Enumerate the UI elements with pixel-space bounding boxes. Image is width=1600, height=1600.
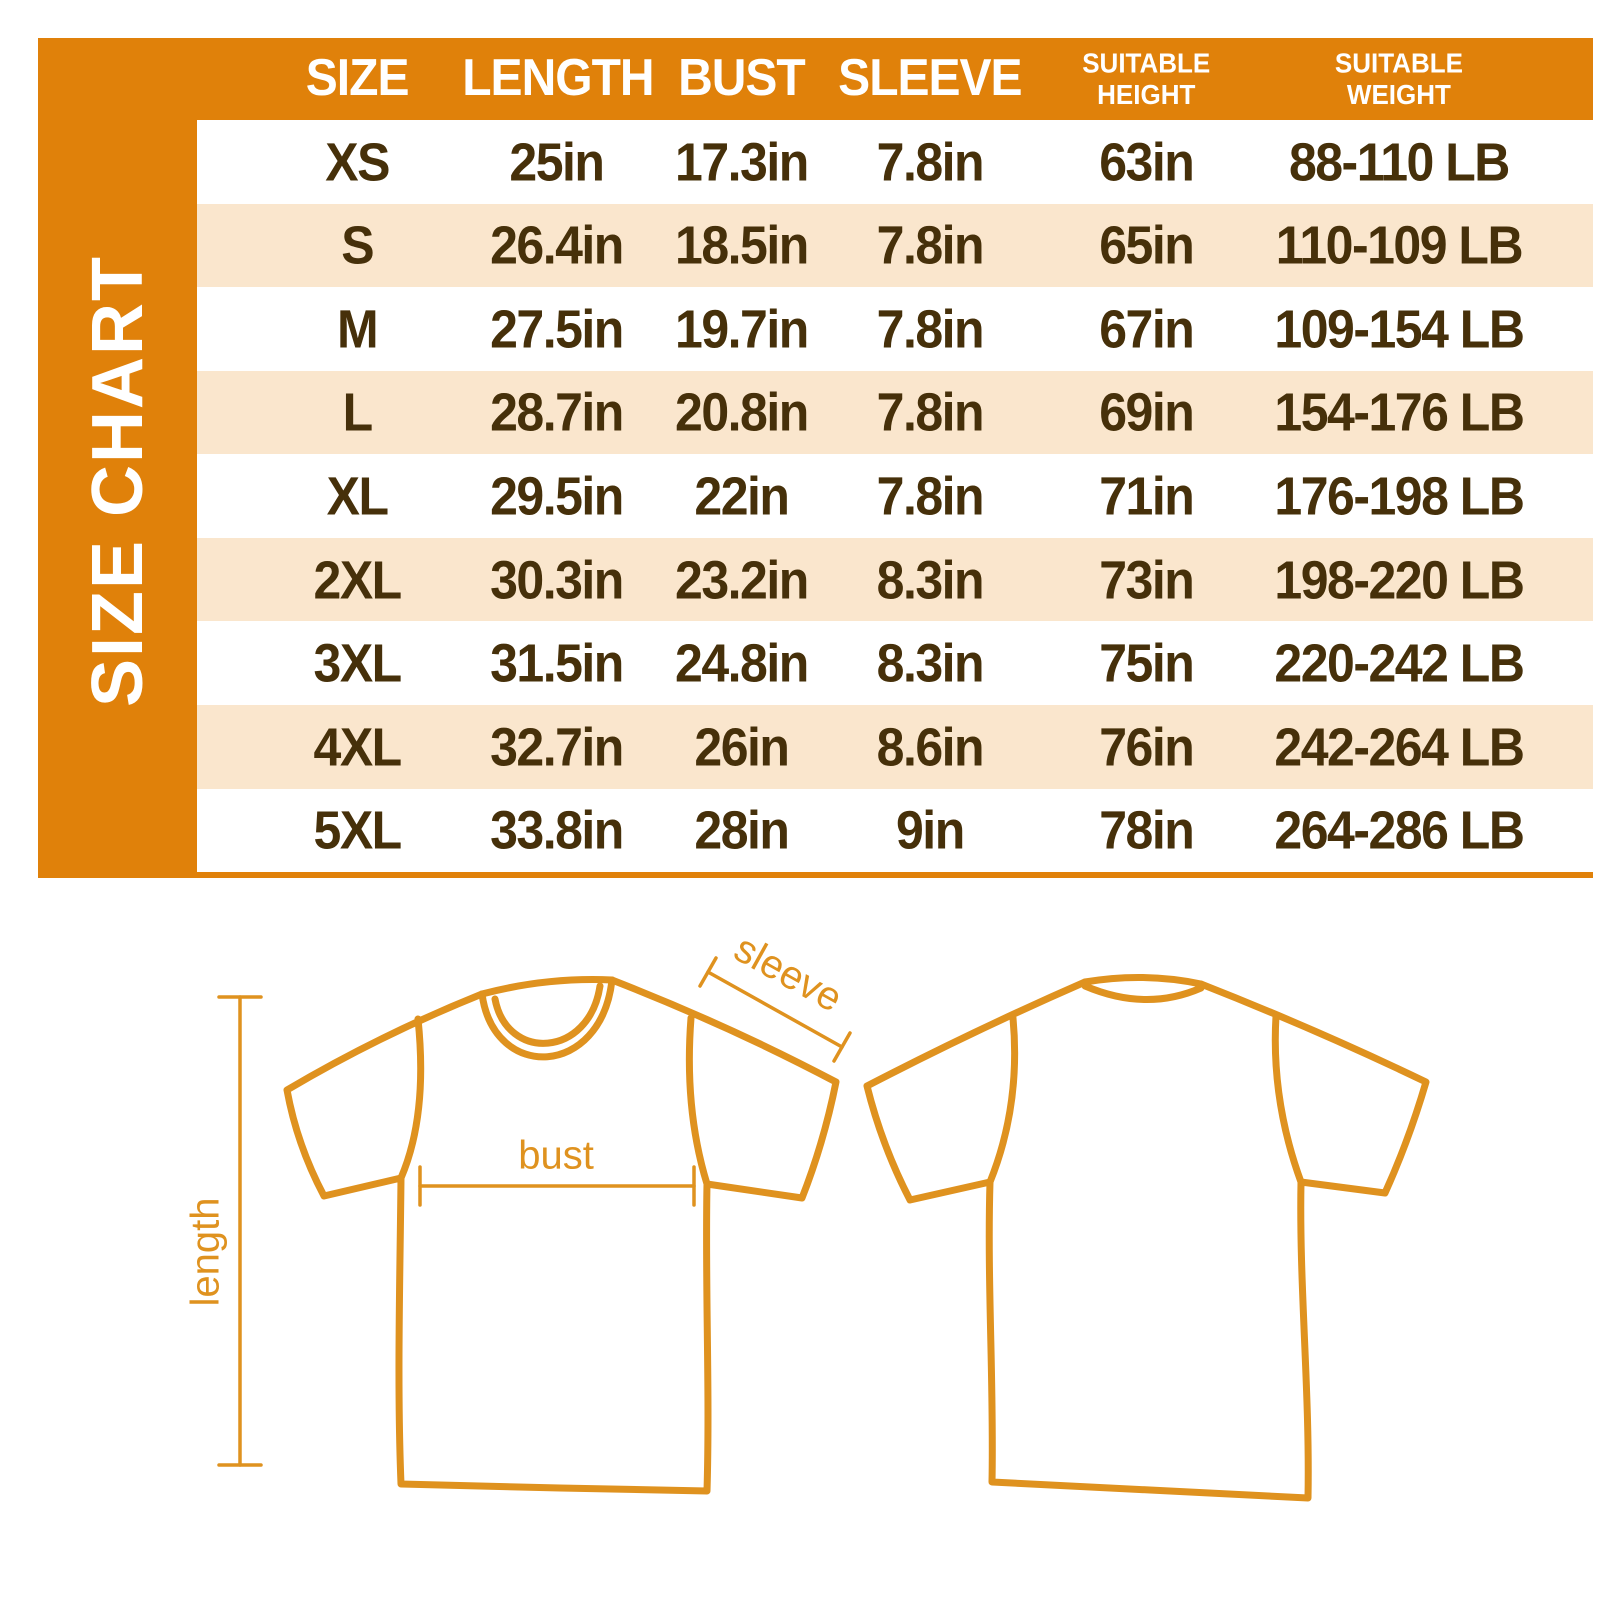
- col-header-size: SIZE: [305, 49, 410, 108]
- side-title-band: SIZE CHART: [38, 38, 197, 878]
- size-chart-title: SIZE CHART: [77, 255, 158, 707]
- col-header-sleeve: SLEEVE: [838, 49, 1022, 108]
- cell-suitable-weight: 176-198 LB: [1274, 465, 1525, 527]
- cell-size: 2XL: [313, 549, 403, 610]
- cell-length: 32.7in: [490, 716, 624, 777]
- cell-size: L: [342, 382, 374, 443]
- cell-size: S: [341, 215, 374, 276]
- cell-suitable-weight: 88-110 LB: [1288, 131, 1510, 193]
- bust-measure-line: [418, 1165, 696, 1207]
- cell-bust: 17.3in: [675, 131, 809, 193]
- table-row: 3XL 31.5in 24.8in 8.3in 75in 220-242 LB: [197, 621, 1593, 705]
- bust-label: bust: [518, 1133, 594, 1178]
- cell-length: 26.4in: [490, 215, 624, 276]
- cell-bust: 20.8in: [675, 382, 809, 443]
- cell-bust: 19.7in: [675, 298, 809, 360]
- cell-suitable-height: 78in: [1099, 800, 1195, 861]
- cell-sleeve: 7.8in: [876, 215, 985, 276]
- cell-length: 28.7in: [490, 382, 624, 443]
- cell-sleeve: 7.8in: [876, 298, 985, 360]
- col-header-suitable-height: SUITABLE HEIGHT: [1082, 47, 1211, 111]
- cell-sleeve: 7.8in: [876, 131, 985, 193]
- table-rows: XS 25in 17.3in 7.8in 63in 88-110 LB S 26…: [197, 120, 1593, 873]
- cell-bust: 18.5in: [675, 215, 809, 276]
- cell-sleeve: 9in: [896, 800, 965, 861]
- cell-suitable-height: 75in: [1099, 632, 1195, 694]
- col-header-bust: BUST: [678, 49, 806, 108]
- cell-sleeve: 7.8in: [876, 465, 985, 527]
- cell-length: 25in: [509, 131, 605, 193]
- cell-bust: 23.2in: [675, 549, 809, 610]
- cell-suitable-weight: 220-242 LB: [1274, 632, 1525, 694]
- cell-length: 33.8in: [490, 800, 624, 861]
- cell-sleeve: 7.8in: [876, 382, 985, 443]
- front-tshirt-outline: [283, 976, 840, 1495]
- back-tshirt-outline: [863, 973, 1430, 1502]
- col-header-length: LENGTH: [462, 49, 654, 108]
- cell-size: XS: [325, 131, 390, 193]
- cell-length: 29.5in: [490, 465, 624, 527]
- cell-bust: 28in: [694, 800, 790, 861]
- cell-length: 31.5in: [490, 632, 624, 694]
- cell-bust: 24.8in: [675, 632, 809, 694]
- length-measure-line: [217, 995, 263, 1467]
- cell-suitable-height: 69in: [1099, 382, 1195, 443]
- cell-suitable-height: 76in: [1099, 716, 1195, 777]
- cell-size: 4XL: [313, 716, 403, 777]
- cell-suitable-height: 73in: [1099, 549, 1195, 610]
- table-row: S 26.4in 18.5in 7.8in 65in 110-109 LB: [197, 203, 1593, 288]
- table-row: M 27.5in 19.7in 7.8in 67in 109-154 LB: [197, 287, 1593, 371]
- tshirt-diagram-canvas: [217, 956, 1430, 1502]
- cell-suitable-weight: 198-220 LB: [1274, 549, 1525, 610]
- sleeve-label: sleeve: [727, 926, 850, 1021]
- cell-length: 27.5in: [490, 298, 624, 360]
- cell-bust: 22in: [694, 465, 790, 527]
- table-main: SIZE LENGTH BUST SLEEVE SUITABLE HEIGHT …: [197, 38, 1593, 878]
- cell-suitable-height: 63in: [1099, 131, 1195, 193]
- cell-sleeve: 8.6in: [876, 716, 985, 777]
- cell-suitable-weight: 154-176 LB: [1274, 382, 1525, 443]
- sleeve-measure-line: [698, 956, 852, 1063]
- table-header-row: SIZE LENGTH BUST SLEEVE SUITABLE HEIGHT …: [197, 38, 1593, 120]
- cell-sleeve: 8.3in: [876, 549, 985, 610]
- cell-bust: 26in: [694, 716, 790, 777]
- cell-length: 30.3in: [490, 549, 624, 610]
- cell-suitable-weight: 109-154 LB: [1274, 298, 1525, 360]
- col-header-suitable-weight: SUITABLE WEIGHT: [1334, 47, 1463, 111]
- table-row: XL 29.5in 22in 7.8in 71in 176-198 LB: [197, 454, 1593, 538]
- size-chart-table: SIZE CHART SIZE LENGTH BUST SLEEVE SUITA…: [38, 38, 1593, 878]
- cell-suitable-weight: 264-286 LB: [1274, 800, 1525, 861]
- table-row: 4XL 32.7in 26in 8.6in 76in 242-264 LB: [197, 704, 1593, 789]
- length-label: length: [183, 1197, 228, 1307]
- cell-suitable-height: 67in: [1099, 298, 1195, 360]
- cell-suitable-weight: 110-109 LB: [1275, 215, 1524, 276]
- cell-sleeve: 8.3in: [876, 632, 985, 694]
- cell-size: 3XL: [313, 632, 403, 694]
- cell-size: 5XL: [313, 800, 403, 861]
- table-row: 5XL 33.8in 28in 9in 78in 264-286 LB: [197, 788, 1593, 873]
- table-row: XS 25in 17.3in 7.8in 63in 88-110 LB: [197, 120, 1593, 204]
- cell-size: XL: [326, 465, 389, 527]
- cell-suitable-height: 65in: [1099, 215, 1195, 276]
- table-row: 2XL 30.3in 23.2in 8.3in 73in 198-220 LB: [197, 537, 1593, 622]
- cell-suitable-height: 71in: [1099, 465, 1195, 527]
- cell-suitable-weight: 242-264 LB: [1274, 716, 1525, 777]
- table-row: L 28.7in 20.8in 7.8in 69in 154-176 LB: [197, 370, 1593, 455]
- cell-size: M: [337, 298, 379, 360]
